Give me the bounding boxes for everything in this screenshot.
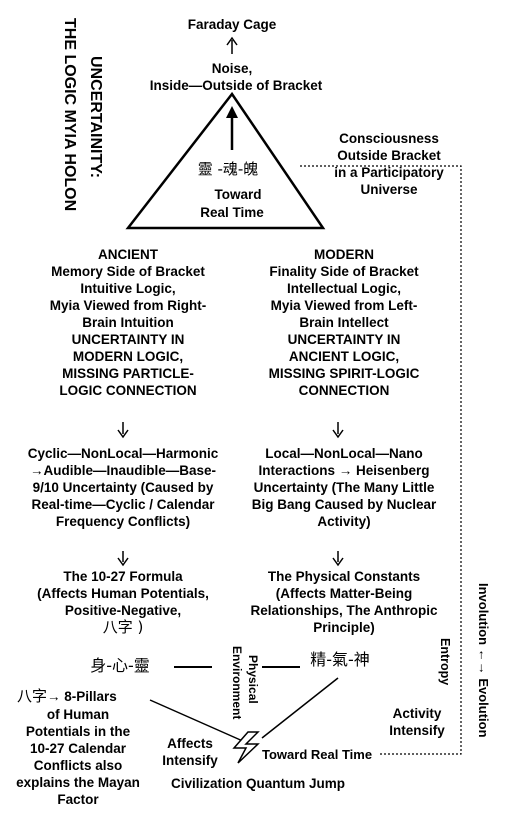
modern-line: ANCIENT LOGIC, <box>288 349 400 364</box>
ancient-line: LOGIC CONNECTION <box>59 383 197 398</box>
constants-line: Principle) <box>313 620 375 635</box>
activity-line: Activity <box>392 706 442 721</box>
local-block: Local—NonLocal—Nano Interactions → Heise… <box>252 445 437 530</box>
pillars-line: of Human <box>46 707 110 722</box>
triangle-real-time: Real Time <box>200 205 264 220</box>
constants-line: The Physical Constants <box>267 569 421 584</box>
formula-line: (Affects Human Potentials, <box>37 586 209 601</box>
affects-line: Affects <box>167 736 213 751</box>
dotted-connector <box>300 165 462 755</box>
faraday-cage: Faraday Cage <box>187 17 277 32</box>
ancient-line: Memory Side of Bracket <box>51 264 205 279</box>
local-line: Activity) <box>317 514 371 529</box>
modern-line: MISSING SPIRIT-LOGIC <box>268 366 420 381</box>
constants-line: Relationships, The Anthropic <box>250 603 438 618</box>
toward-real-time: Toward Real Time <box>262 747 373 762</box>
arrow-down-modern-head <box>332 429 344 439</box>
cyclic-block: Cyclic—NonLocal—Harmonic →Audible—Inaudi… <box>28 445 219 530</box>
lightning-bolt <box>232 731 260 764</box>
constants-line: (Affects Matter-Being <box>275 586 413 601</box>
modern-line: Finality Side of Bracket <box>269 264 419 279</box>
formula-line: Positive-Negative, <box>64 603 182 618</box>
formula-cjk: 身-心-靈 <box>90 656 150 675</box>
consciousness-line: Consciousness <box>339 131 439 146</box>
cyclic-line: →Audible—Inaudible—Base- <box>29 463 217 478</box>
triangle-toward: Toward <box>214 187 262 202</box>
converge-left <box>149 699 246 743</box>
physical-label: Physical <box>246 655 260 704</box>
local-line: Big Bang Caused by Nuclear <box>251 497 437 512</box>
ancient-block: ANCIENT Memory Side of Bracket Intuitive… <box>50 246 207 399</box>
title-line2: THE LOGIC MYIA HOLON <box>61 18 78 212</box>
triangle <box>125 91 326 230</box>
ancient-heading: ANCIENT <box>98 247 158 262</box>
affects-block: Affects Intensify <box>162 735 218 769</box>
cyclic-line: Cyclic—NonLocal—Harmonic <box>27 446 219 461</box>
arrow-up-inner-head <box>226 106 238 118</box>
consciousness-line: Universe <box>360 182 418 197</box>
entropy-label: Entropy <box>438 638 452 686</box>
converge-right <box>261 677 339 739</box>
arrow-down-cyclic-head <box>117 557 129 567</box>
pillars-cjk: 八字 <box>17 687 48 705</box>
pillars-head-text: → 8-Pillars <box>47 689 117 704</box>
arrow-up-faraday-head <box>226 36 238 46</box>
modern-line: CONNECTION <box>298 383 390 398</box>
formula-line: 八字 ) <box>102 618 144 636</box>
pillars-line: Potentials in the <box>25 724 131 739</box>
constants-cjk: 精-氣-神 <box>310 650 370 669</box>
pillars-line: 10-27 Calendar <box>29 741 127 756</box>
pillars-block: of Human Potentials in the 10-27 Calenda… <box>16 706 140 808</box>
modern-line: Brain Intellect <box>299 315 389 330</box>
local-line: Uncertainty (The Many Little <box>253 480 435 495</box>
cyclic-line: 9/10 Uncertainty (Caused by <box>32 480 214 495</box>
civilization-label: Civilization Quantum Jump <box>170 776 346 791</box>
activity-block: Activity Intensify <box>389 705 445 739</box>
formula-block: The 10-27 Formula (Affects Human Potenti… <box>37 568 209 636</box>
ancient-line: Intuitive Logic, <box>80 281 176 296</box>
modern-line: Myia Viewed from Left- <box>270 298 418 313</box>
consciousness-line: in a Participatory <box>334 165 444 180</box>
local-line: Local—NonLocal—Nano <box>265 446 423 461</box>
pillars-line: Factor <box>57 792 99 807</box>
modern-heading: MODERN <box>313 247 374 262</box>
cyclic-line: Real-time—Cyclic / Calendar <box>31 497 215 512</box>
environment-label: Environment <box>230 646 244 720</box>
pillars-line: explains the Mayan <box>16 775 140 790</box>
modern-line: UNCERTAINTY IN <box>287 332 401 347</box>
constants-block: The Physical Constants (Affects Matter-B… <box>250 568 437 636</box>
consciousness-line: Outside Bracket <box>337 148 441 163</box>
affects-line: Intensify <box>162 753 218 768</box>
involution-evolution: Involution ←→ Evolution <box>476 583 491 738</box>
arrow-down-local-head <box>332 557 344 567</box>
activity-line: Intensify <box>389 723 445 738</box>
ancient-line: MISSING PARTICLE- <box>62 366 194 381</box>
pillars-head: 八字→ 8-Pillars <box>17 688 117 705</box>
ancient-line: UNCERTAINTY IN <box>71 332 185 347</box>
noise-label: Noise, <box>211 61 253 76</box>
local-line: Interactions → Heisenberg <box>258 463 430 478</box>
title-line1: UNCERTAINITY: <box>87 56 104 179</box>
triangle-cjk: 靈 -魂-魄 <box>197 160 259 178</box>
cyclic-line: Frequency Conflicts) <box>55 514 191 529</box>
formula-line: The 10-27 Formula <box>63 569 183 584</box>
modern-line: Intellectual Logic, <box>286 281 402 296</box>
arrow-down-ancient-head <box>117 429 129 439</box>
ancient-line: Brain Intuition <box>82 315 174 330</box>
inside-outside-label: Inside—Outside of Bracket <box>149 78 323 93</box>
ancient-line: MODERN LOGIC, <box>72 349 184 364</box>
consciousness-block: Consciousness Outside Bracket in a Parti… <box>334 130 444 198</box>
modern-block: MODERN Finality Side of Bracket Intellec… <box>269 246 420 399</box>
ancient-line: Myia Viewed from Right- <box>49 298 207 313</box>
pillars-line: Conflicts also <box>33 758 123 773</box>
